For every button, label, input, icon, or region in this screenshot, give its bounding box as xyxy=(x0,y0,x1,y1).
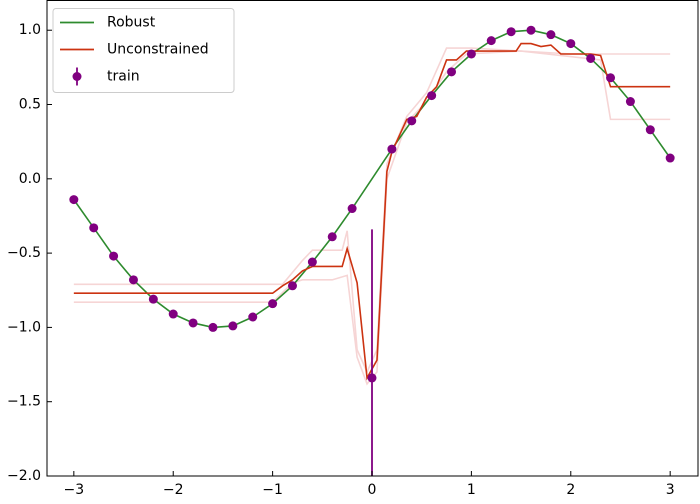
y-tick-label: −0.5 xyxy=(7,245,41,261)
legend-label: Unconstrained xyxy=(107,42,209,58)
line xyxy=(73,42,671,381)
x-tick-label: 3 xyxy=(666,482,675,498)
train-point xyxy=(228,321,238,331)
train-point xyxy=(208,322,218,332)
series-layer xyxy=(69,25,675,476)
train-point xyxy=(109,251,119,261)
train-point xyxy=(188,318,198,328)
train-point xyxy=(69,195,79,205)
train-point xyxy=(128,275,138,285)
x-tick-label: 1 xyxy=(467,482,476,498)
train-point xyxy=(287,281,297,291)
train-point xyxy=(307,257,317,267)
y-tick-label: −1.5 xyxy=(7,394,41,410)
x-tick-label: −1 xyxy=(262,482,283,498)
train-point xyxy=(466,49,476,59)
y-tick-label: 0.0 xyxy=(19,171,41,187)
train-point xyxy=(367,373,377,383)
train-point xyxy=(586,53,596,63)
legend-label: train xyxy=(107,69,140,85)
train-point xyxy=(387,144,397,154)
train-point xyxy=(665,153,675,163)
train-point xyxy=(427,91,437,101)
y-tick-label: 1.0 xyxy=(19,22,41,38)
x-tick-label: −3 xyxy=(64,482,85,498)
train-point xyxy=(407,116,417,126)
x-tick-label: 2 xyxy=(566,482,575,498)
y-tick-label: −1.0 xyxy=(7,319,41,335)
train-point xyxy=(347,204,357,214)
train-point xyxy=(248,312,258,322)
train-point xyxy=(89,223,99,233)
train-point xyxy=(606,73,616,83)
y-tick-label: 0.5 xyxy=(19,97,41,113)
train-point xyxy=(168,309,178,319)
train-point xyxy=(526,25,536,35)
x-tick-label: −2 xyxy=(163,482,184,498)
legend-swatch xyxy=(72,72,82,81)
train-point xyxy=(148,294,158,304)
train-point xyxy=(268,299,278,309)
train-point xyxy=(447,67,457,77)
legend-box xyxy=(52,8,235,93)
train-point xyxy=(506,27,516,37)
train-point xyxy=(566,39,576,49)
train-point xyxy=(486,36,496,46)
train-point xyxy=(327,232,337,242)
train-point xyxy=(645,125,655,135)
x-tick-label: 0 xyxy=(368,482,377,498)
train-point xyxy=(546,30,556,40)
legend-label: Robust xyxy=(107,15,156,31)
train-point xyxy=(625,97,635,107)
y-tick-label: −2.0 xyxy=(7,468,41,484)
